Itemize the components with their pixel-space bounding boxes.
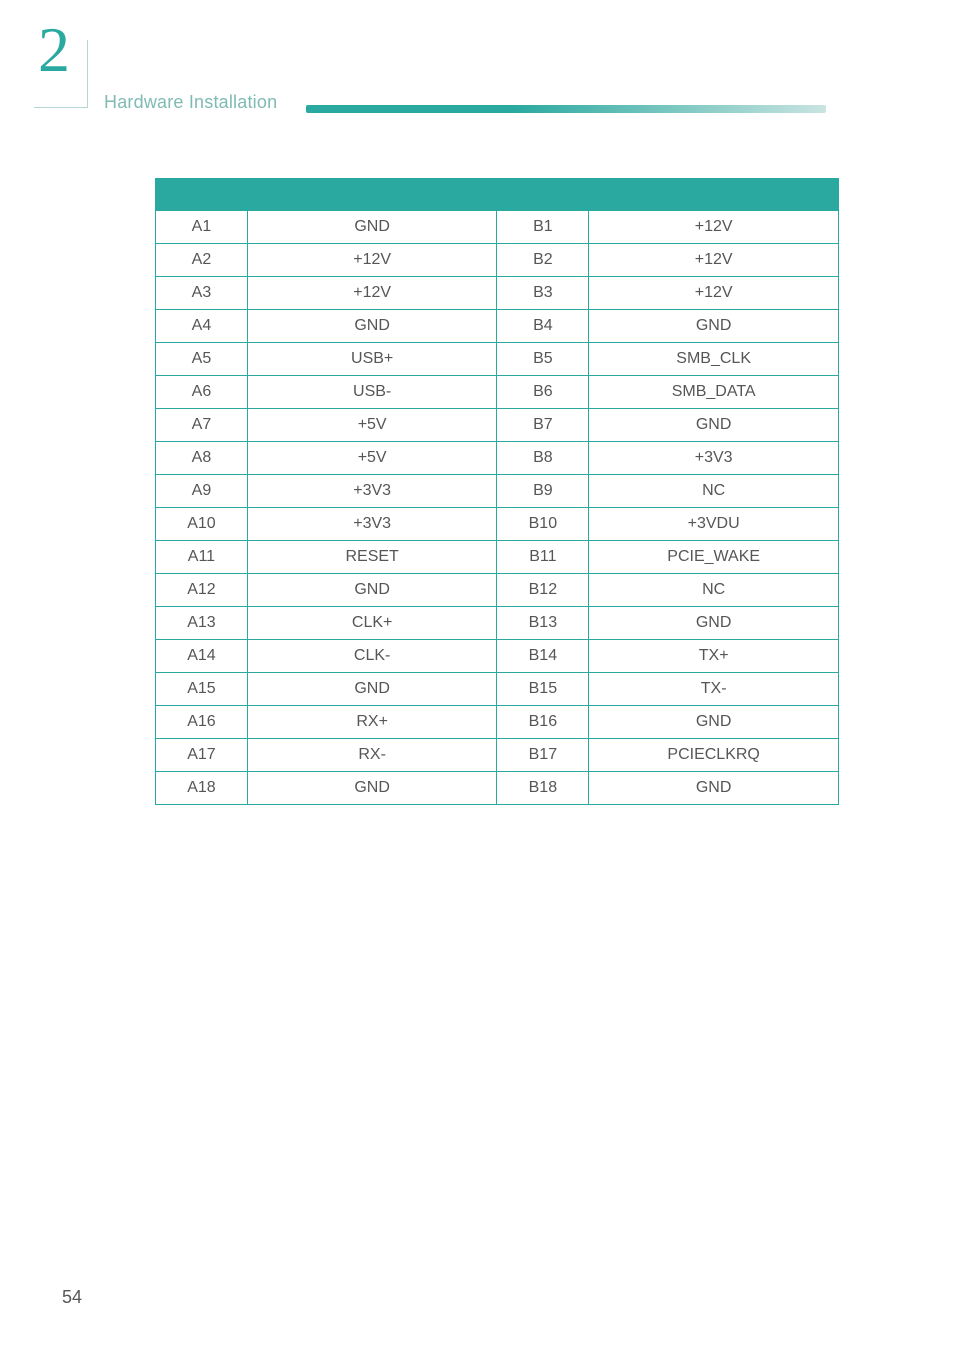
- pin-a-signal: GND: [247, 309, 497, 342]
- table-row: A6USB-B6SMB_DATA: [156, 375, 839, 408]
- pin-a-signal: RX+: [247, 705, 497, 738]
- pin-b-signal: SMB_CLK: [589, 342, 839, 375]
- table-row: A11RESETB11PCIE_WAKE: [156, 540, 839, 573]
- pin-a-id: A9: [156, 474, 248, 507]
- pin-b-signal: TX+: [589, 639, 839, 672]
- pin-a-signal: +3V3: [247, 507, 497, 540]
- pin-b-signal: NC: [589, 474, 839, 507]
- table-row: A17RX-B17PCIECLKRQ: [156, 738, 839, 771]
- pin-b-id: B4: [497, 309, 589, 342]
- pin-b-id: B11: [497, 540, 589, 573]
- pin-b-signal: +12V: [589, 276, 839, 309]
- table-row: A2+12VB2+12V: [156, 243, 839, 276]
- pin-b-signal: +3VDU: [589, 507, 839, 540]
- pin-b-id: B13: [497, 606, 589, 639]
- pin-a-id: A3: [156, 276, 248, 309]
- pin-a-signal: +5V: [247, 408, 497, 441]
- pin-b-signal: GND: [589, 309, 839, 342]
- pin-a-signal: +12V: [247, 276, 497, 309]
- pin-a-id: A5: [156, 342, 248, 375]
- pin-a-id: A7: [156, 408, 248, 441]
- pin-a-signal: RESET: [247, 540, 497, 573]
- table-header-row: [156, 178, 839, 210]
- pin-b-id: B6: [497, 375, 589, 408]
- chapter-number: 2: [38, 18, 70, 82]
- pin-a-id: A4: [156, 309, 248, 342]
- pin-b-signal: GND: [589, 705, 839, 738]
- pin-b-id: B14: [497, 639, 589, 672]
- pin-a-signal: GND: [247, 672, 497, 705]
- table-row: A1GNDB1+12V: [156, 210, 839, 243]
- pin-b-id: B10: [497, 507, 589, 540]
- table-row: A10+3V3B10+3VDU: [156, 507, 839, 540]
- pin-b-id: B12: [497, 573, 589, 606]
- pin-b-signal: SMB_DATA: [589, 375, 839, 408]
- pinout-table: A1GNDB1+12VA2+12VB2+12VA3+12VB3+12VA4GND…: [155, 178, 839, 805]
- pin-a-id: A14: [156, 639, 248, 672]
- table-row: A9+3V3B9NC: [156, 474, 839, 507]
- table-row: A15GNDB15TX-: [156, 672, 839, 705]
- pin-b-id: B1: [497, 210, 589, 243]
- pin-a-signal: GND: [247, 573, 497, 606]
- pin-a-id: A18: [156, 771, 248, 804]
- pin-b-signal: PCIE_WAKE: [589, 540, 839, 573]
- pin-a-signal: GND: [247, 771, 497, 804]
- pin-a-id: A15: [156, 672, 248, 705]
- pin-b-signal: TX-: [589, 672, 839, 705]
- table-row: A5USB+B5SMB_CLK: [156, 342, 839, 375]
- page-number: 54: [62, 1287, 82, 1308]
- pin-b-id: B9: [497, 474, 589, 507]
- pin-b-id: B17: [497, 738, 589, 771]
- pin-a-signal: CLK+: [247, 606, 497, 639]
- table-row: A8+5VB8+3V3: [156, 441, 839, 474]
- table-row: A12GNDB12NC: [156, 573, 839, 606]
- pin-b-signal: +3V3: [589, 441, 839, 474]
- pin-a-signal: +12V: [247, 243, 497, 276]
- pin-a-id: A1: [156, 210, 248, 243]
- pin-b-id: B3: [497, 276, 589, 309]
- table-row: A7+5VB7GND: [156, 408, 839, 441]
- pin-b-signal: GND: [589, 771, 839, 804]
- pin-a-signal: CLK-: [247, 639, 497, 672]
- pin-b-signal: GND: [589, 408, 839, 441]
- pin-b-id: B8: [497, 441, 589, 474]
- pin-a-id: A8: [156, 441, 248, 474]
- table-row: A4GNDB4GND: [156, 309, 839, 342]
- table-header-blank: [156, 178, 839, 210]
- pin-b-id: B16: [497, 705, 589, 738]
- pin-a-signal: +3V3: [247, 474, 497, 507]
- pin-b-signal: +12V: [589, 210, 839, 243]
- pin-b-id: B7: [497, 408, 589, 441]
- pin-b-id: B2: [497, 243, 589, 276]
- table-row: A3+12VB3+12V: [156, 276, 839, 309]
- pin-b-id: B18: [497, 771, 589, 804]
- pin-b-signal: PCIECLKRQ: [589, 738, 839, 771]
- section-title: Hardware Installation: [104, 92, 277, 113]
- pin-a-signal: +5V: [247, 441, 497, 474]
- pin-b-id: B15: [497, 672, 589, 705]
- pin-a-id: A13: [156, 606, 248, 639]
- pin-a-signal: USB+: [247, 342, 497, 375]
- pin-a-id: A11: [156, 540, 248, 573]
- title-rule: [306, 105, 826, 113]
- pin-b-signal: GND: [589, 606, 839, 639]
- pin-a-id: A16: [156, 705, 248, 738]
- pin-a-signal: USB-: [247, 375, 497, 408]
- table-row: A13CLK+B13GND: [156, 606, 839, 639]
- pin-a-id: A2: [156, 243, 248, 276]
- pin-a-id: A10: [156, 507, 248, 540]
- pin-b-signal: +12V: [589, 243, 839, 276]
- pin-b-id: B5: [497, 342, 589, 375]
- table-row: A16RX+B16GND: [156, 705, 839, 738]
- pin-b-signal: NC: [589, 573, 839, 606]
- table-row: A18GNDB18GND: [156, 771, 839, 804]
- table-row: A14CLK-B14TX+: [156, 639, 839, 672]
- pin-a-id: A17: [156, 738, 248, 771]
- pin-a-id: A6: [156, 375, 248, 408]
- pin-a-id: A12: [156, 573, 248, 606]
- pin-a-signal: GND: [247, 210, 497, 243]
- pin-a-signal: RX-: [247, 738, 497, 771]
